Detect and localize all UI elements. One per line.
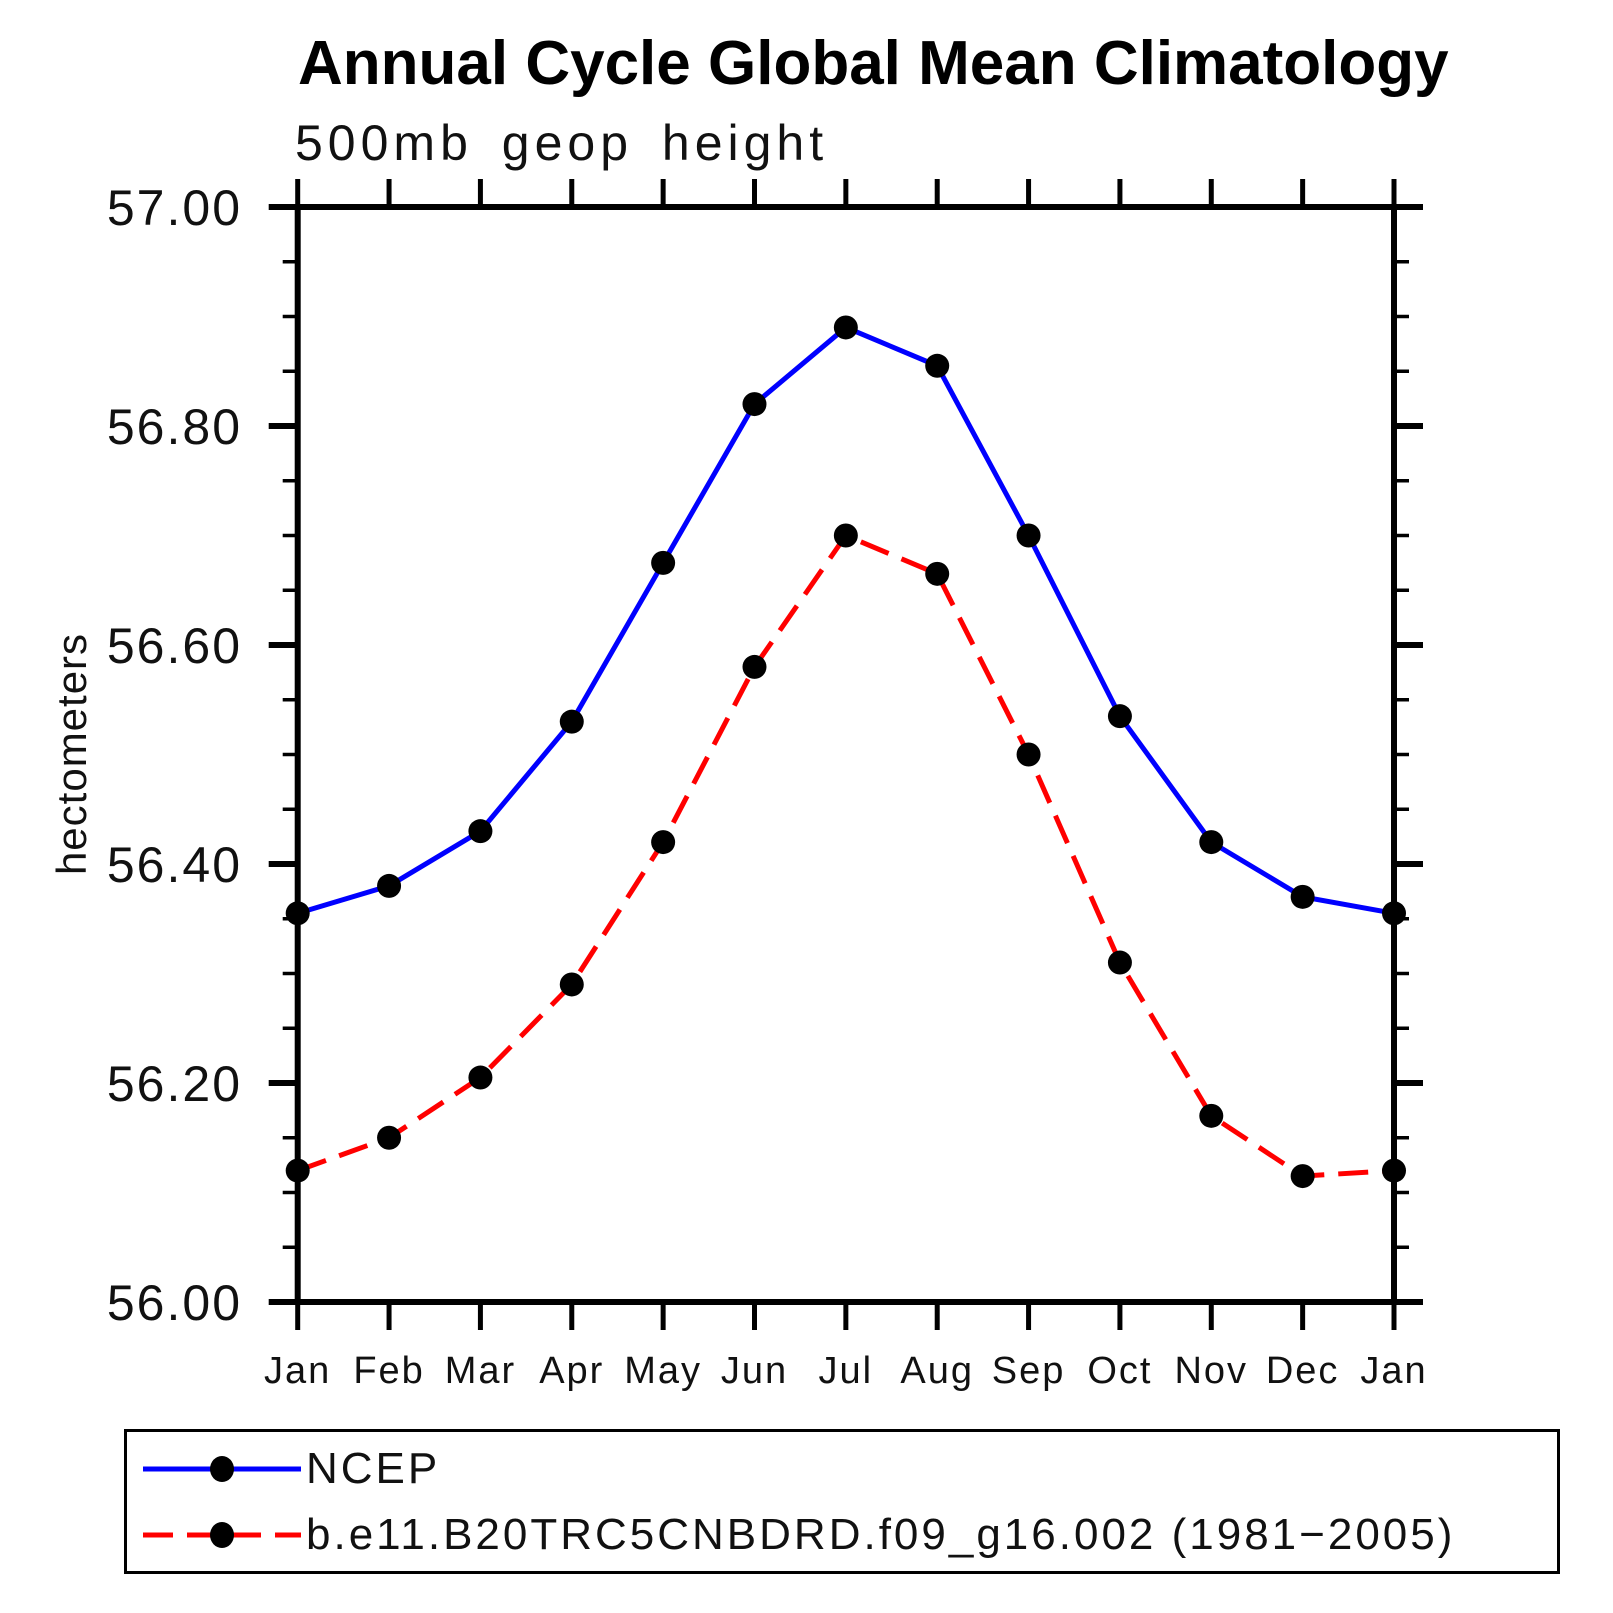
svg-text:Mar: Mar [445,1350,516,1392]
plot-frame [294,204,1398,1305]
y-axis-tick-labels: 57.00 56.80 56.60 56.40 56.20 56.00 [107,180,242,1331]
svg-text:Sep: Sep [992,1350,1066,1392]
series-markers-model [285,523,1406,1189]
svg-text:Jun: Jun [721,1350,788,1392]
svg-text:Oct: Oct [1087,1350,1152,1392]
legend-swatch-solid-line-dot-icon [143,1455,301,1482]
svg-text:May: May [624,1350,702,1392]
legend-swatch-dashed-line-dot-icon [143,1521,301,1548]
svg-text:Jul: Jul [819,1350,874,1392]
x-axis-tick-labels: Jan Feb Mar Apr May Jun Jul Aug Sep Oct Nov Dec Jan [264,1350,1427,1392]
svg-text:Dec: Dec [1266,1350,1340,1392]
svg-text:Jan: Jan [264,1350,331,1392]
series-markers-ncep [285,315,1406,926]
svg-text:56.60: 56.60 [107,618,242,674]
svg-text:Jan: Jan [1360,1350,1427,1392]
svg-text:56.20: 56.20 [107,1056,242,1112]
svg-text:Aug: Aug [900,1350,974,1392]
chart-title: Annual Cycle Global Mean Climatology [298,29,1449,98]
series-line-ncep [296,324,1395,916]
chart-subtitle: 500mb geop height [295,115,829,171]
legend-label-ncep: NCEP [306,1443,441,1493]
svg-text:Nov: Nov [1174,1350,1248,1392]
svg-text:Apr: Apr [539,1350,604,1392]
svg-text:57.00: 57.00 [107,180,242,236]
legend-row-model: b.e11.B20TRC5CNBDRD.f09_g16.002 (1981−20… [143,1509,1557,1559]
svg-text:56.80: 56.80 [107,399,242,455]
legend-row-ncep: NCEP [143,1443,1557,1493]
svg-text:56.00: 56.00 [107,1275,242,1331]
svg-text:56.40: 56.40 [107,837,242,893]
legend: NCEP b.e11.B20TRC5CNBDRD.f09_g16.002 (19… [124,1429,1560,1574]
legend-label-model: b.e11.B20TRC5CNBDRD.f09_g16.002 (1981−20… [306,1509,1456,1559]
svg-text:Feb: Feb [353,1350,424,1392]
y-axis-ticks [268,204,1423,1305]
x-axis-ticks [295,179,1397,1330]
